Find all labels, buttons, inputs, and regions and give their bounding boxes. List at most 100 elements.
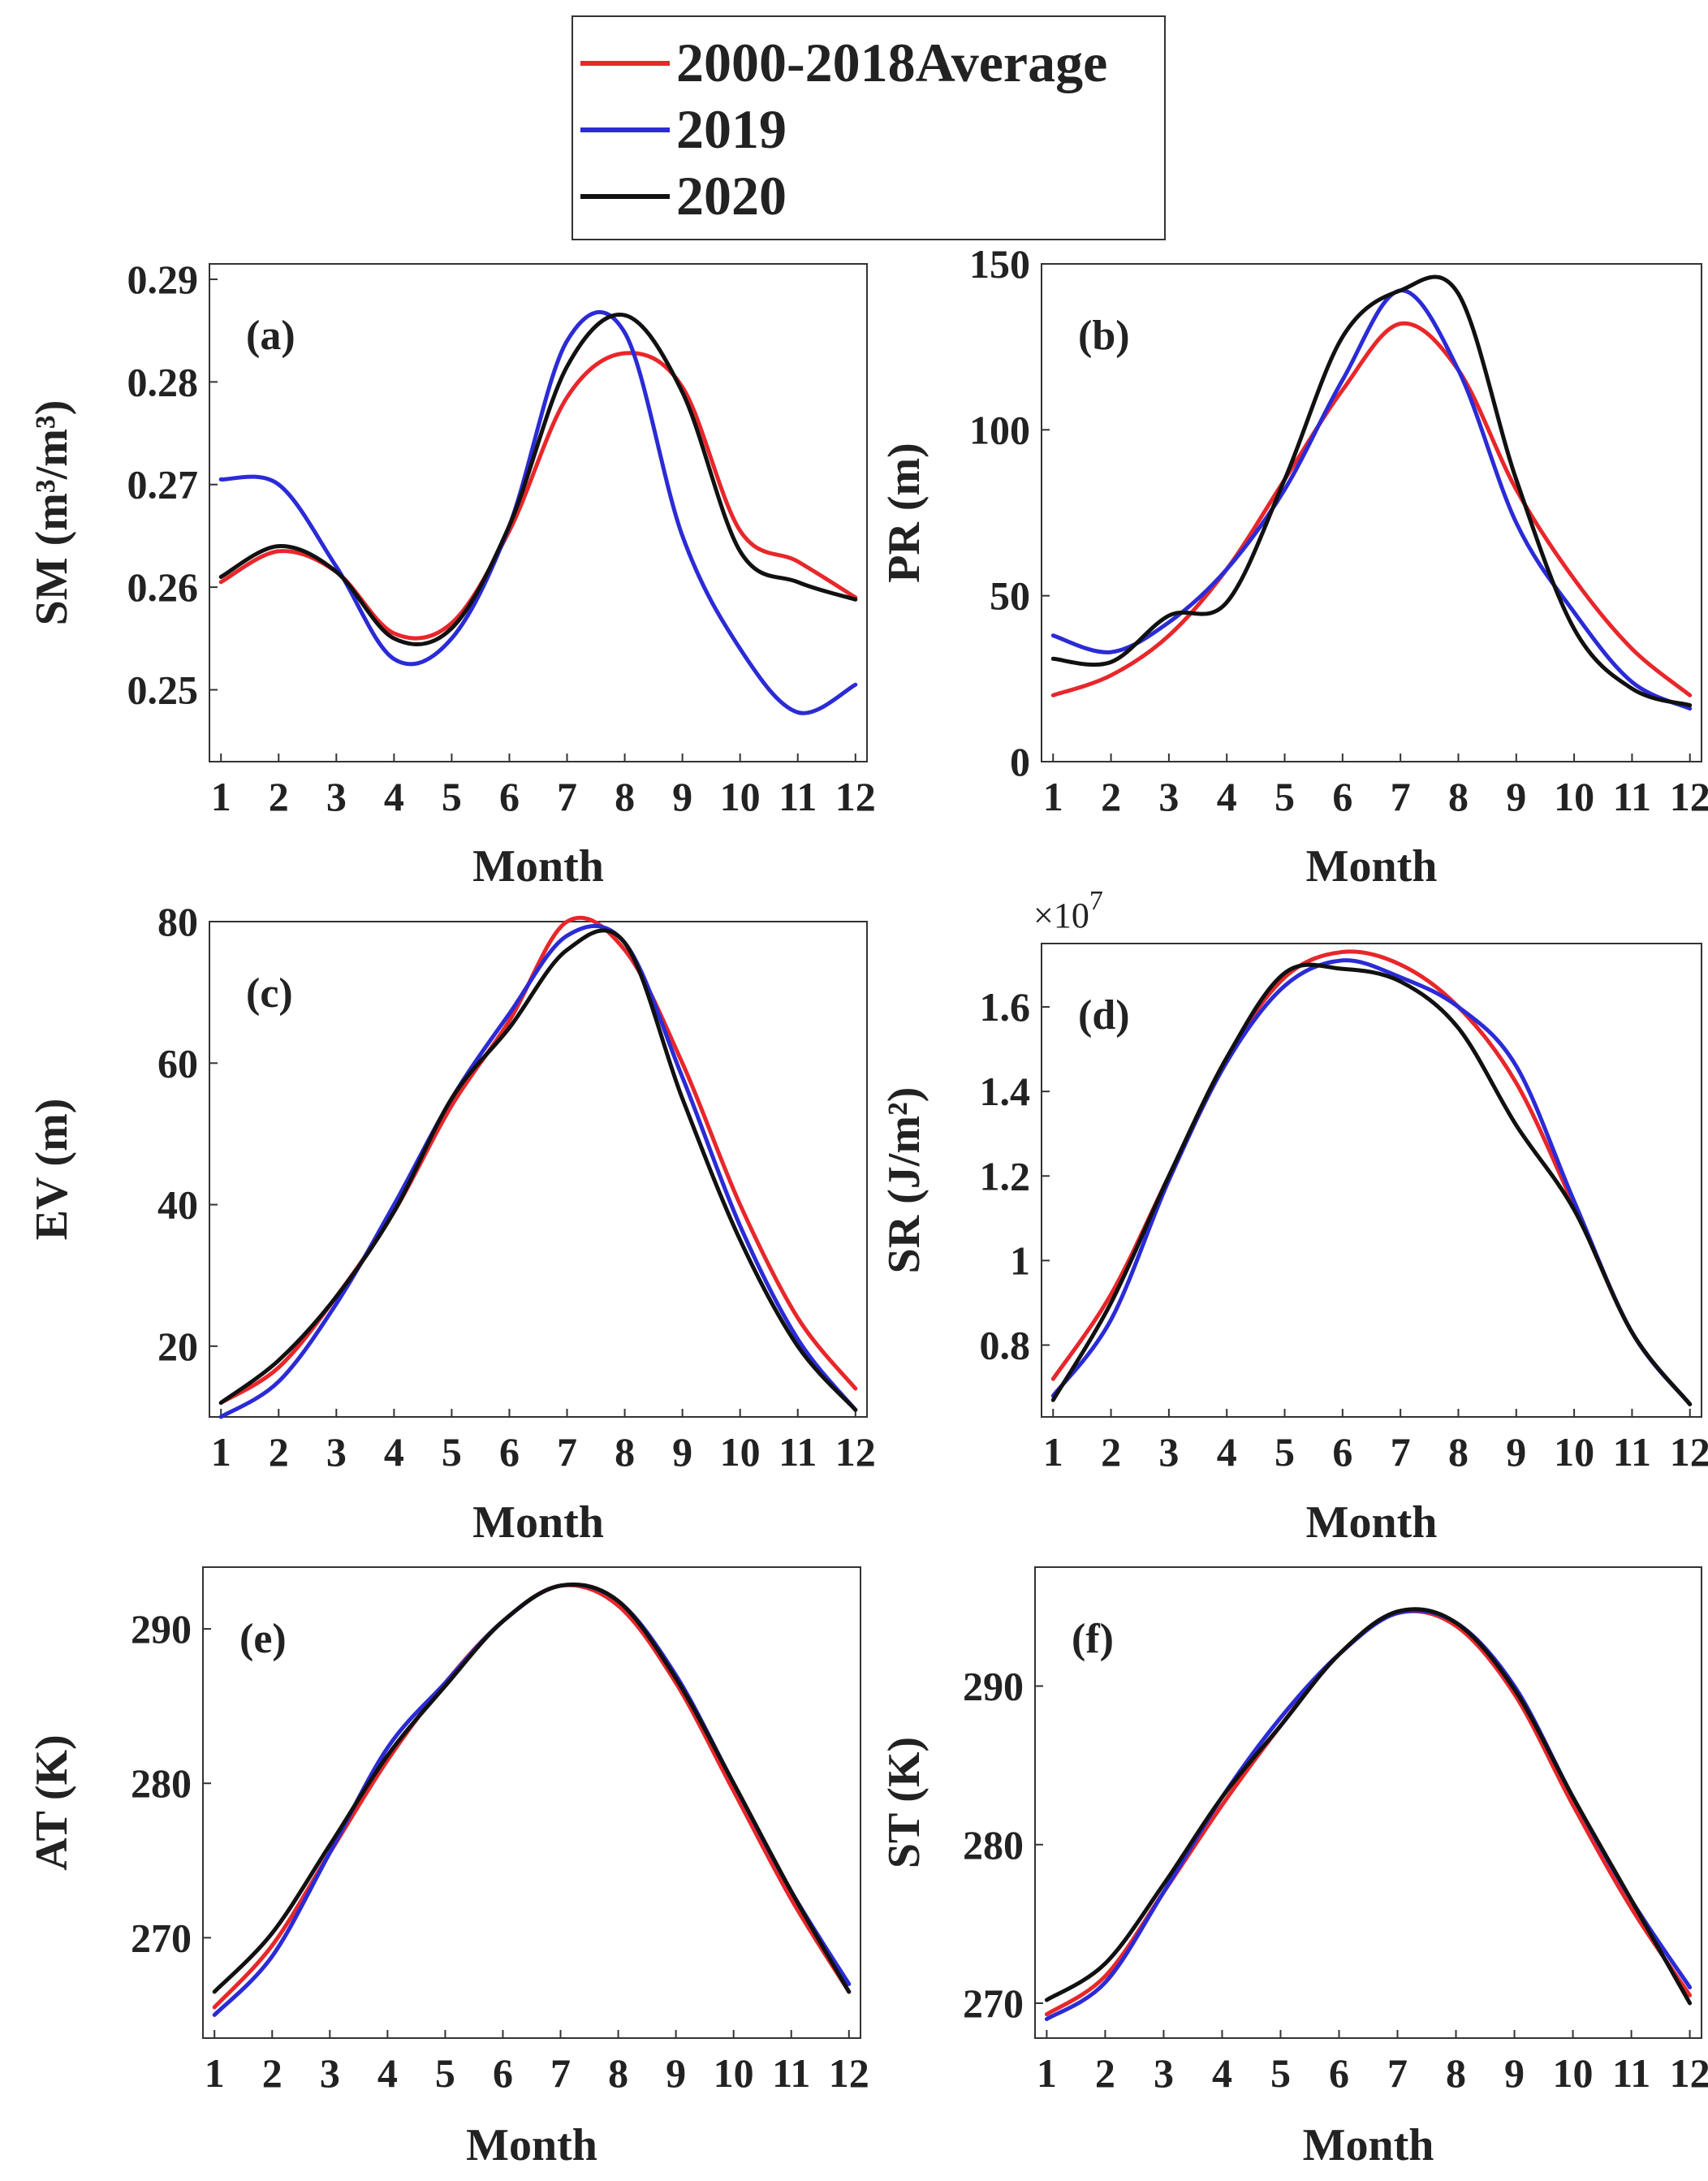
y-tick-label-a: 0.27 — [127, 462, 199, 507]
series-line-2020-d — [1050, 962, 1693, 1406]
x-tick-label-a: 9 — [672, 774, 692, 819]
x-tick-label-b: 5 — [1275, 774, 1295, 819]
y-tick-label-e: 270 — [131, 1915, 192, 1960]
x-tick-label-d: 12 — [1670, 1429, 1708, 1475]
y-tick-label-b: 100 — [969, 407, 1030, 452]
x-tick-label-b: 1 — [1043, 774, 1063, 819]
x-tick-label-d: 1 — [1043, 1429, 1063, 1475]
series-line-avg-e — [212, 1583, 852, 2010]
y-tick-label-d: 1 — [1010, 1237, 1030, 1283]
x-tick-label-b: 9 — [1506, 774, 1526, 819]
x-tick-label-a: 7 — [557, 774, 577, 819]
panel-tag-f: (f) — [1072, 1616, 1114, 1662]
x-tick-label-b: 12 — [1670, 774, 1708, 819]
legend-label-2020: 2020 — [676, 165, 787, 227]
y-tick-label-b: 50 — [990, 573, 1030, 619]
x-axis-label-a: Month — [472, 841, 604, 892]
x-tick-label-a: 10 — [720, 774, 761, 819]
y-tick-label-c: 20 — [157, 1324, 198, 1369]
x-tick-label-f: 2 — [1095, 2050, 1115, 2096]
y-tick-label-a: 0.29 — [127, 257, 199, 302]
x-tick-label-f: 10 — [1553, 2050, 1594, 2096]
y-tick-label-d: 0.8 — [980, 1323, 1031, 1368]
x-tick-label-d: 10 — [1554, 1429, 1594, 1475]
plot-area-f — [1034, 1566, 1702, 2039]
x-tick-label-a: 12 — [835, 774, 876, 819]
y-tick-label-f: 290 — [963, 1663, 1024, 1708]
x-tick-label-f: 9 — [1504, 2050, 1525, 2096]
x-tick-label-a: 1 — [211, 774, 231, 819]
series-line-2019-e — [212, 1582, 852, 2017]
x-tick-label-f: 12 — [1670, 2050, 1708, 2096]
panel-tag-d: (d) — [1078, 992, 1130, 1039]
x-tick-label-d: 2 — [1101, 1429, 1121, 1475]
series-line-avg-c — [218, 915, 858, 1406]
series-line-2020-c — [218, 928, 858, 1412]
x-tick-label-c: 9 — [672, 1429, 692, 1475]
x-tick-label-c: 7 — [557, 1429, 577, 1475]
x-axis-label-b: Month — [1306, 841, 1438, 892]
series-line-2020-f — [1044, 1607, 1693, 2006]
x-tick-label-c: 11 — [779, 1429, 817, 1475]
panel-tag-a: (a) — [246, 313, 295, 359]
x-axis-label-e: Month — [466, 2120, 597, 2170]
y-axis-label-f: ST (K) — [879, 1737, 929, 1868]
y-tick-label-c: 80 — [157, 899, 198, 944]
series-line-avg-a — [218, 351, 858, 641]
x-tick-label-e: 4 — [377, 2050, 398, 2096]
x-tick-label-a: 3 — [326, 774, 347, 819]
x-tick-label-f: 11 — [1612, 2050, 1650, 2096]
x-tick-label-c: 5 — [442, 1429, 462, 1475]
series-line-2020-a — [218, 313, 858, 647]
y-tick-label-a: 0.28 — [127, 359, 199, 404]
x-tick-label-f: 3 — [1154, 2050, 1174, 2096]
series-line-2020-e — [212, 1582, 852, 1994]
x-tick-label-f: 1 — [1037, 2050, 1057, 2096]
y-axis-label-e: AT (K) — [27, 1734, 77, 1870]
x-tick-label-d: 11 — [1613, 1429, 1651, 1475]
y-tick-label-c: 60 — [157, 1040, 198, 1086]
x-tick-label-c: 2 — [269, 1429, 289, 1475]
legend-box — [571, 15, 1166, 240]
series-line-2019-d — [1050, 958, 1693, 1406]
x-tick-label-c: 10 — [720, 1429, 761, 1475]
y-tick-label-b: 150 — [969, 241, 1030, 287]
plot-area-e — [202, 1566, 861, 2039]
x-tick-label-b: 10 — [1554, 774, 1594, 819]
x-tick-label-a: 2 — [269, 774, 289, 819]
x-tick-label-a: 11 — [779, 774, 817, 819]
y-tick-label-d: 1.2 — [980, 1153, 1031, 1198]
series-line-2019-b — [1050, 288, 1693, 711]
x-tick-label-b: 4 — [1217, 774, 1237, 819]
series-line-avg-b — [1050, 321, 1693, 697]
x-axis-label-c: Month — [472, 1497, 604, 1548]
legend-label-avg: 2000-2018Average — [676, 32, 1107, 93]
x-tick-label-d: 8 — [1448, 1429, 1469, 1475]
x-tick-label-d: 6 — [1332, 1429, 1352, 1475]
legend: 2000-2018Average 2019 2020 — [571, 15, 1166, 240]
x-tick-label-e: 6 — [493, 2050, 513, 2096]
series-line-2020-b — [1050, 274, 1693, 707]
x-tick-label-a: 4 — [384, 774, 404, 819]
y-tick-label-d: 1.6 — [980, 984, 1031, 1030]
series-line-2019-a — [218, 309, 858, 715]
plot-area-b — [1041, 263, 1702, 762]
y-axis-label-d: SR (J/m²) — [879, 1087, 929, 1274]
panel-tag-e: (e) — [239, 1616, 287, 1662]
y-tick-label-a: 0.25 — [127, 667, 199, 713]
x-tick-label-b: 11 — [1613, 774, 1651, 819]
y-multiplier-d: ×107 — [1033, 886, 1103, 935]
y-tick-label-b: 0 — [1010, 739, 1030, 784]
y-axis-label-a: SM (m³/m³) — [27, 400, 77, 626]
x-tick-label-c: 3 — [326, 1429, 347, 1475]
x-axis-label-d: Month — [1306, 1497, 1438, 1548]
panel-tag-b: (b) — [1078, 313, 1130, 359]
y-tick-label-f: 280 — [963, 1822, 1024, 1868]
x-tick-label-d: 5 — [1275, 1429, 1295, 1475]
series-line-2019-f — [1044, 1608, 1693, 2022]
